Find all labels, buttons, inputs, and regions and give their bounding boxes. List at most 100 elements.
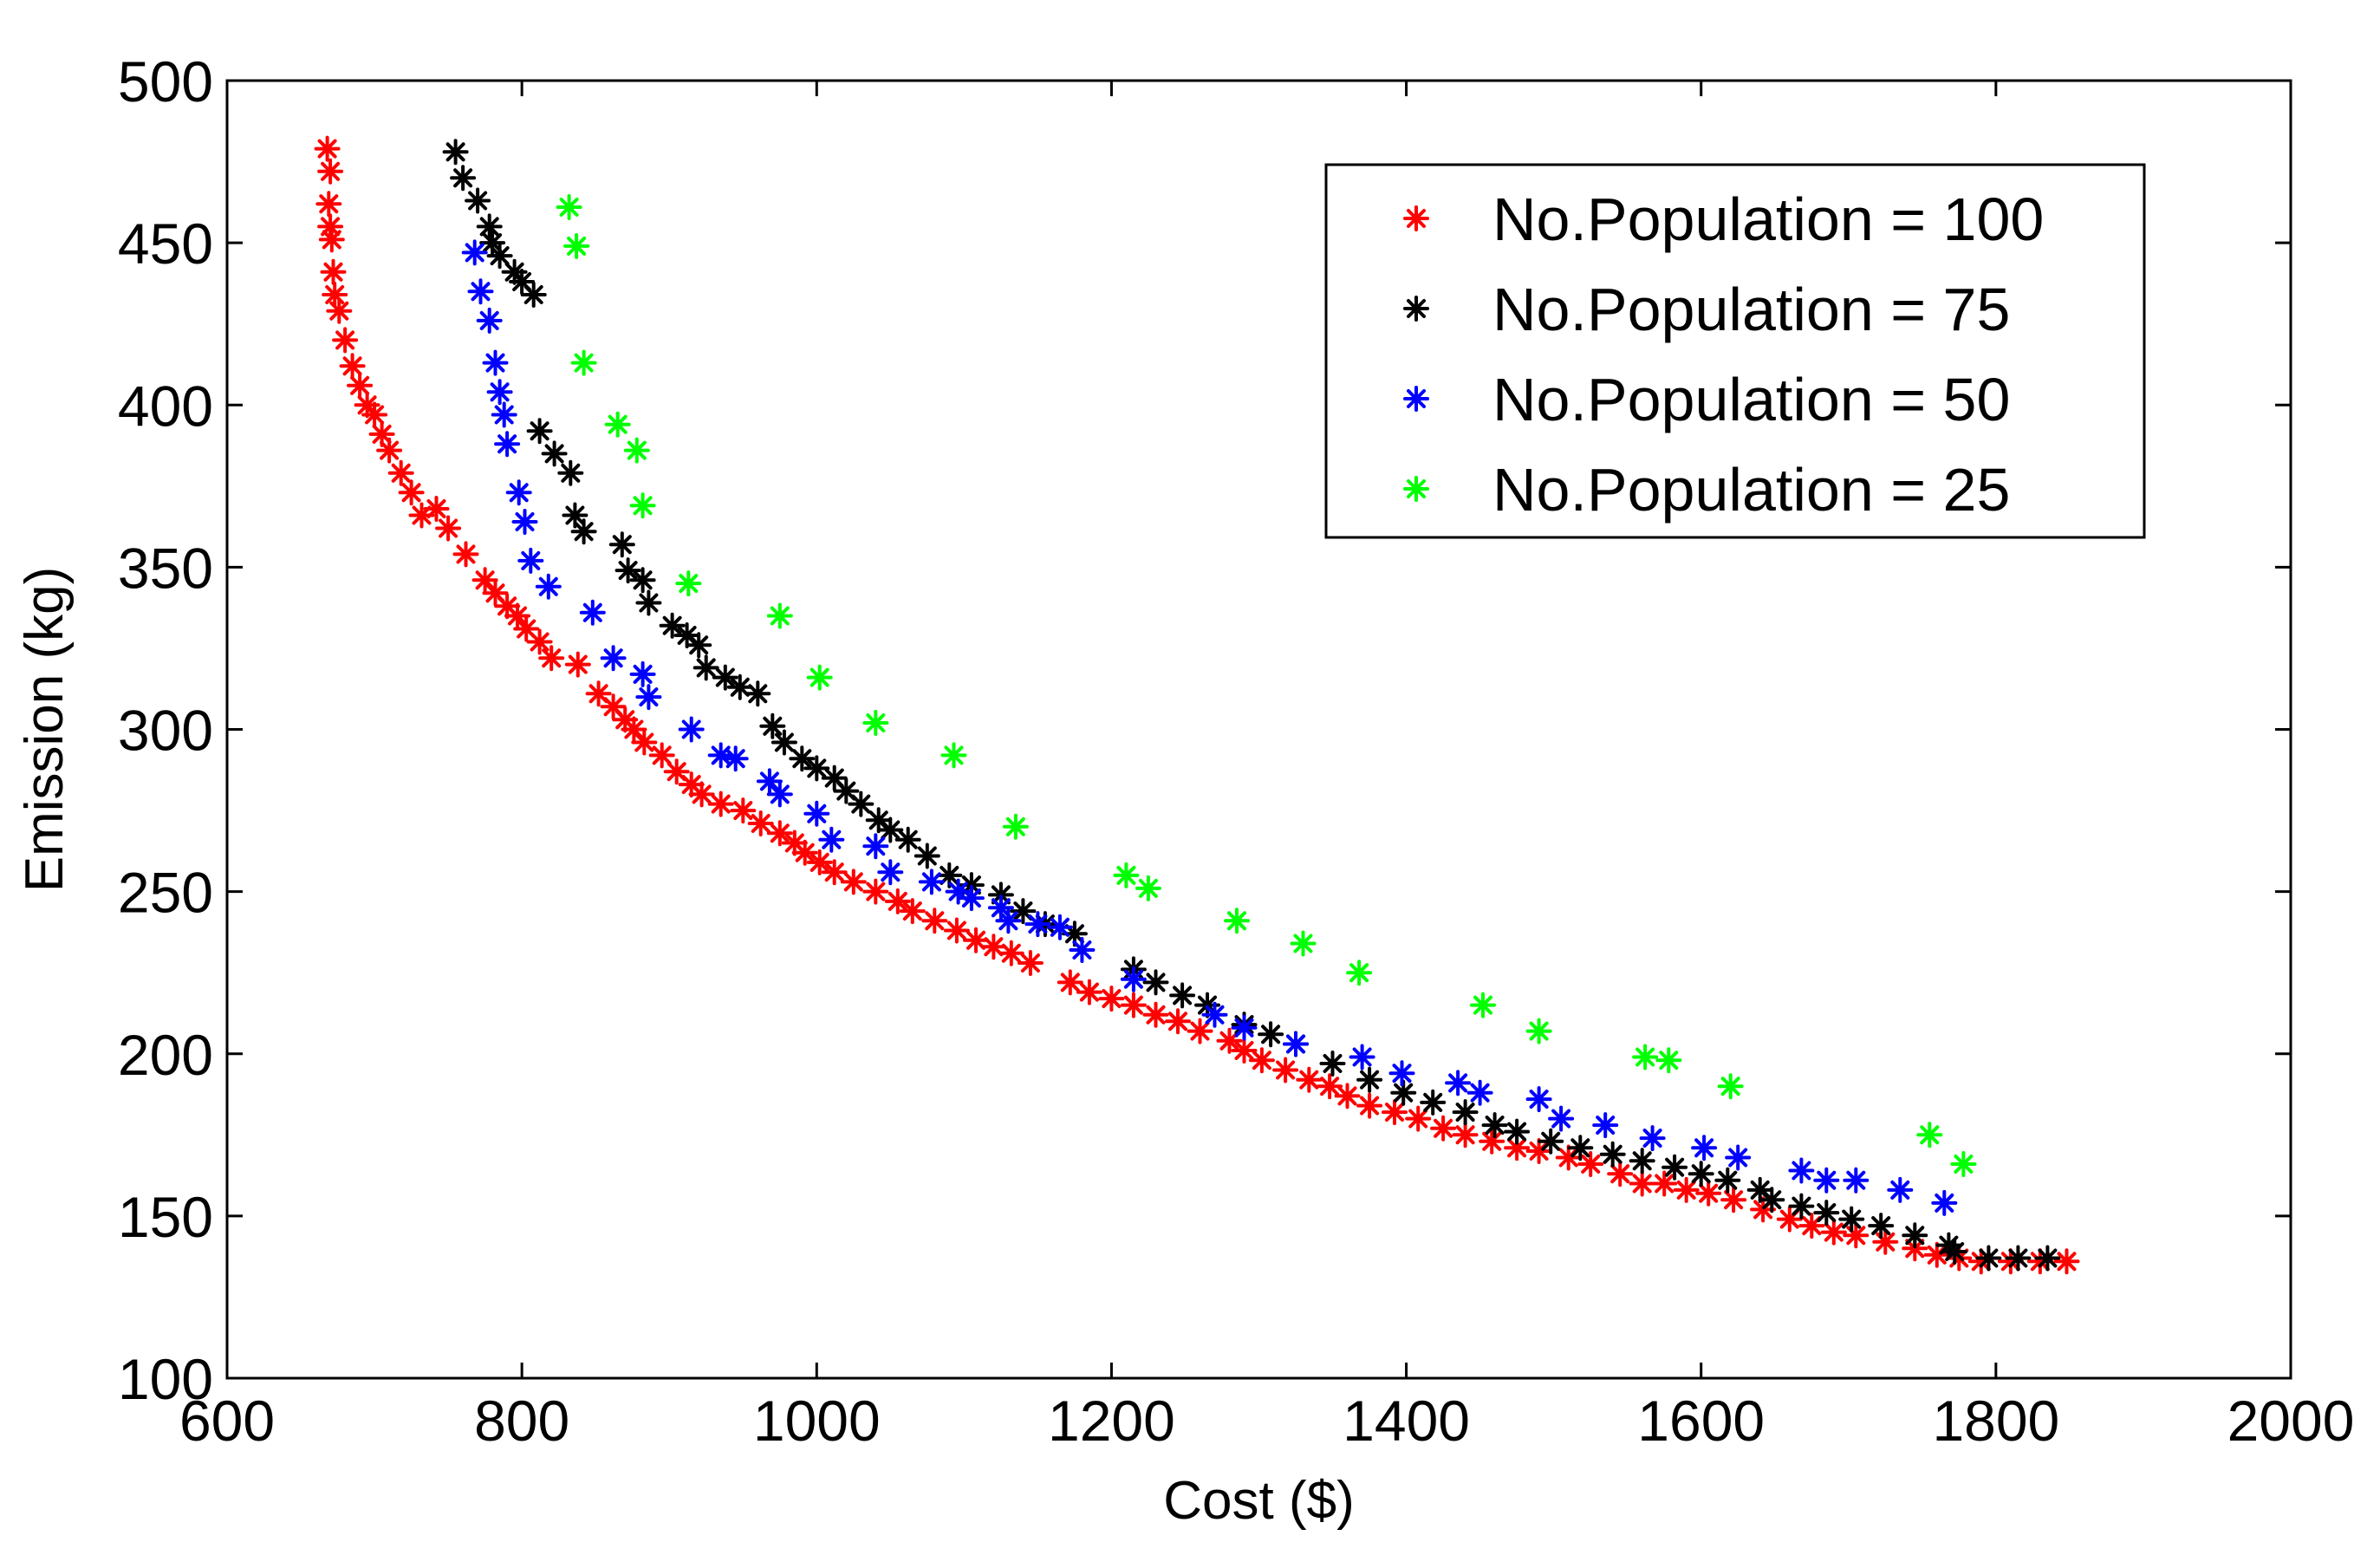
data-point xyxy=(1349,1044,1375,1070)
data-point xyxy=(467,278,494,305)
data-point xyxy=(818,826,845,853)
data-point xyxy=(339,353,366,380)
data-point xyxy=(1843,1167,1870,1194)
data-point xyxy=(1941,1239,1968,1265)
data-point xyxy=(1759,1187,1785,1213)
series-4 xyxy=(556,194,1977,1177)
data-point xyxy=(1975,1245,2002,1272)
data-point xyxy=(862,878,889,905)
data-point xyxy=(1017,950,1044,976)
data-point xyxy=(995,908,1022,934)
data-point xyxy=(320,258,347,285)
data-point xyxy=(1820,1219,1847,1246)
data-point xyxy=(1481,1112,1508,1139)
data-point xyxy=(1717,1073,1744,1100)
data-point xyxy=(1592,1112,1619,1139)
data-point xyxy=(1607,1161,1634,1187)
data-point xyxy=(562,502,588,529)
data-point xyxy=(1931,1189,1958,1216)
data-point xyxy=(1655,1047,1682,1074)
data-point xyxy=(1120,992,1147,1018)
data-point xyxy=(899,898,926,925)
data-point xyxy=(789,745,816,772)
data-point xyxy=(1651,1170,1678,1197)
data-point xyxy=(675,570,702,597)
data-point xyxy=(1231,1014,1258,1041)
data-point xyxy=(491,401,517,428)
data-point xyxy=(317,158,344,185)
data-point xyxy=(1319,1051,1346,1077)
x-tick-label: 1400 xyxy=(1343,1389,1470,1453)
data-point xyxy=(980,934,1007,960)
data-point xyxy=(745,680,771,707)
data-point xyxy=(318,226,345,253)
data-point xyxy=(1142,969,1169,996)
data-point xyxy=(1224,908,1250,934)
y-tick-label: 350 xyxy=(118,536,213,600)
y-tick-label: 250 xyxy=(118,861,213,925)
data-point xyxy=(1887,1176,1914,1203)
data-point xyxy=(1024,911,1051,938)
data-point xyxy=(722,745,749,772)
x-tick-label: 600 xyxy=(179,1389,275,1453)
data-point xyxy=(1452,1122,1479,1148)
data-point xyxy=(1525,1086,1552,1113)
data-point xyxy=(1548,1105,1575,1132)
legend-item: No.Population = 100 xyxy=(1403,185,2044,253)
data-point xyxy=(1445,1070,1472,1096)
data-point xyxy=(579,599,606,626)
data-point xyxy=(1169,982,1196,1009)
data-point xyxy=(563,232,590,259)
data-point xyxy=(2053,1248,2080,1275)
data-point xyxy=(557,459,584,486)
data-point xyxy=(1142,1001,1169,1028)
data-point xyxy=(564,651,591,678)
data-point xyxy=(2005,1245,2032,1272)
series-3 xyxy=(461,239,1958,1216)
data-point xyxy=(1420,1089,1447,1116)
data-point xyxy=(803,755,830,782)
data-point xyxy=(663,758,690,785)
data-point xyxy=(450,165,477,192)
data-point xyxy=(361,401,388,428)
data-point xyxy=(556,194,582,220)
data-point xyxy=(471,567,498,594)
y-tick-label: 200 xyxy=(118,1023,213,1087)
x-tick-label: 2000 xyxy=(2227,1389,2355,1453)
legend-box xyxy=(1324,163,2146,539)
data-point xyxy=(940,742,967,769)
data-point xyxy=(894,826,921,853)
data-point xyxy=(1843,1222,1870,1249)
data-point xyxy=(884,888,911,914)
data-point xyxy=(1334,1083,1361,1109)
data-point xyxy=(1714,1167,1741,1194)
data-point xyxy=(486,243,513,270)
data-point xyxy=(1405,1105,1432,1132)
data-point xyxy=(1002,813,1029,840)
data-point xyxy=(526,628,553,655)
data-point xyxy=(1725,1144,1752,1171)
data-point xyxy=(1720,1187,1747,1213)
data-point xyxy=(943,917,970,944)
data-point xyxy=(387,459,414,486)
data-point xyxy=(486,379,513,406)
data-point xyxy=(526,418,553,445)
data-point xyxy=(803,800,830,827)
data-point xyxy=(631,729,658,756)
x-tick-label: 800 xyxy=(474,1389,569,1453)
data-point xyxy=(504,602,530,629)
data-point xyxy=(1872,1228,1899,1255)
data-point xyxy=(1248,1047,1275,1074)
data-point xyxy=(476,307,503,334)
data-point xyxy=(505,479,532,506)
data-point xyxy=(877,859,904,886)
data-point xyxy=(1317,1073,1343,1100)
data-point xyxy=(1382,1099,1408,1126)
data-point xyxy=(848,791,875,817)
data-point xyxy=(570,349,597,376)
data-point xyxy=(1788,1157,1815,1184)
data-point xyxy=(517,547,544,574)
data-point xyxy=(1201,1001,1228,1028)
data-point xyxy=(659,612,686,639)
data-point xyxy=(1165,1008,1191,1035)
